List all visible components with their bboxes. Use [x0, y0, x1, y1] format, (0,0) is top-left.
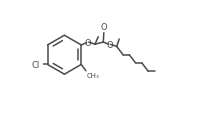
- Text: O: O: [100, 22, 107, 31]
- Text: Cl: Cl: [31, 60, 39, 69]
- Text: O: O: [84, 38, 90, 47]
- Text: CH₃: CH₃: [86, 72, 99, 78]
- Text: O: O: [106, 41, 112, 49]
